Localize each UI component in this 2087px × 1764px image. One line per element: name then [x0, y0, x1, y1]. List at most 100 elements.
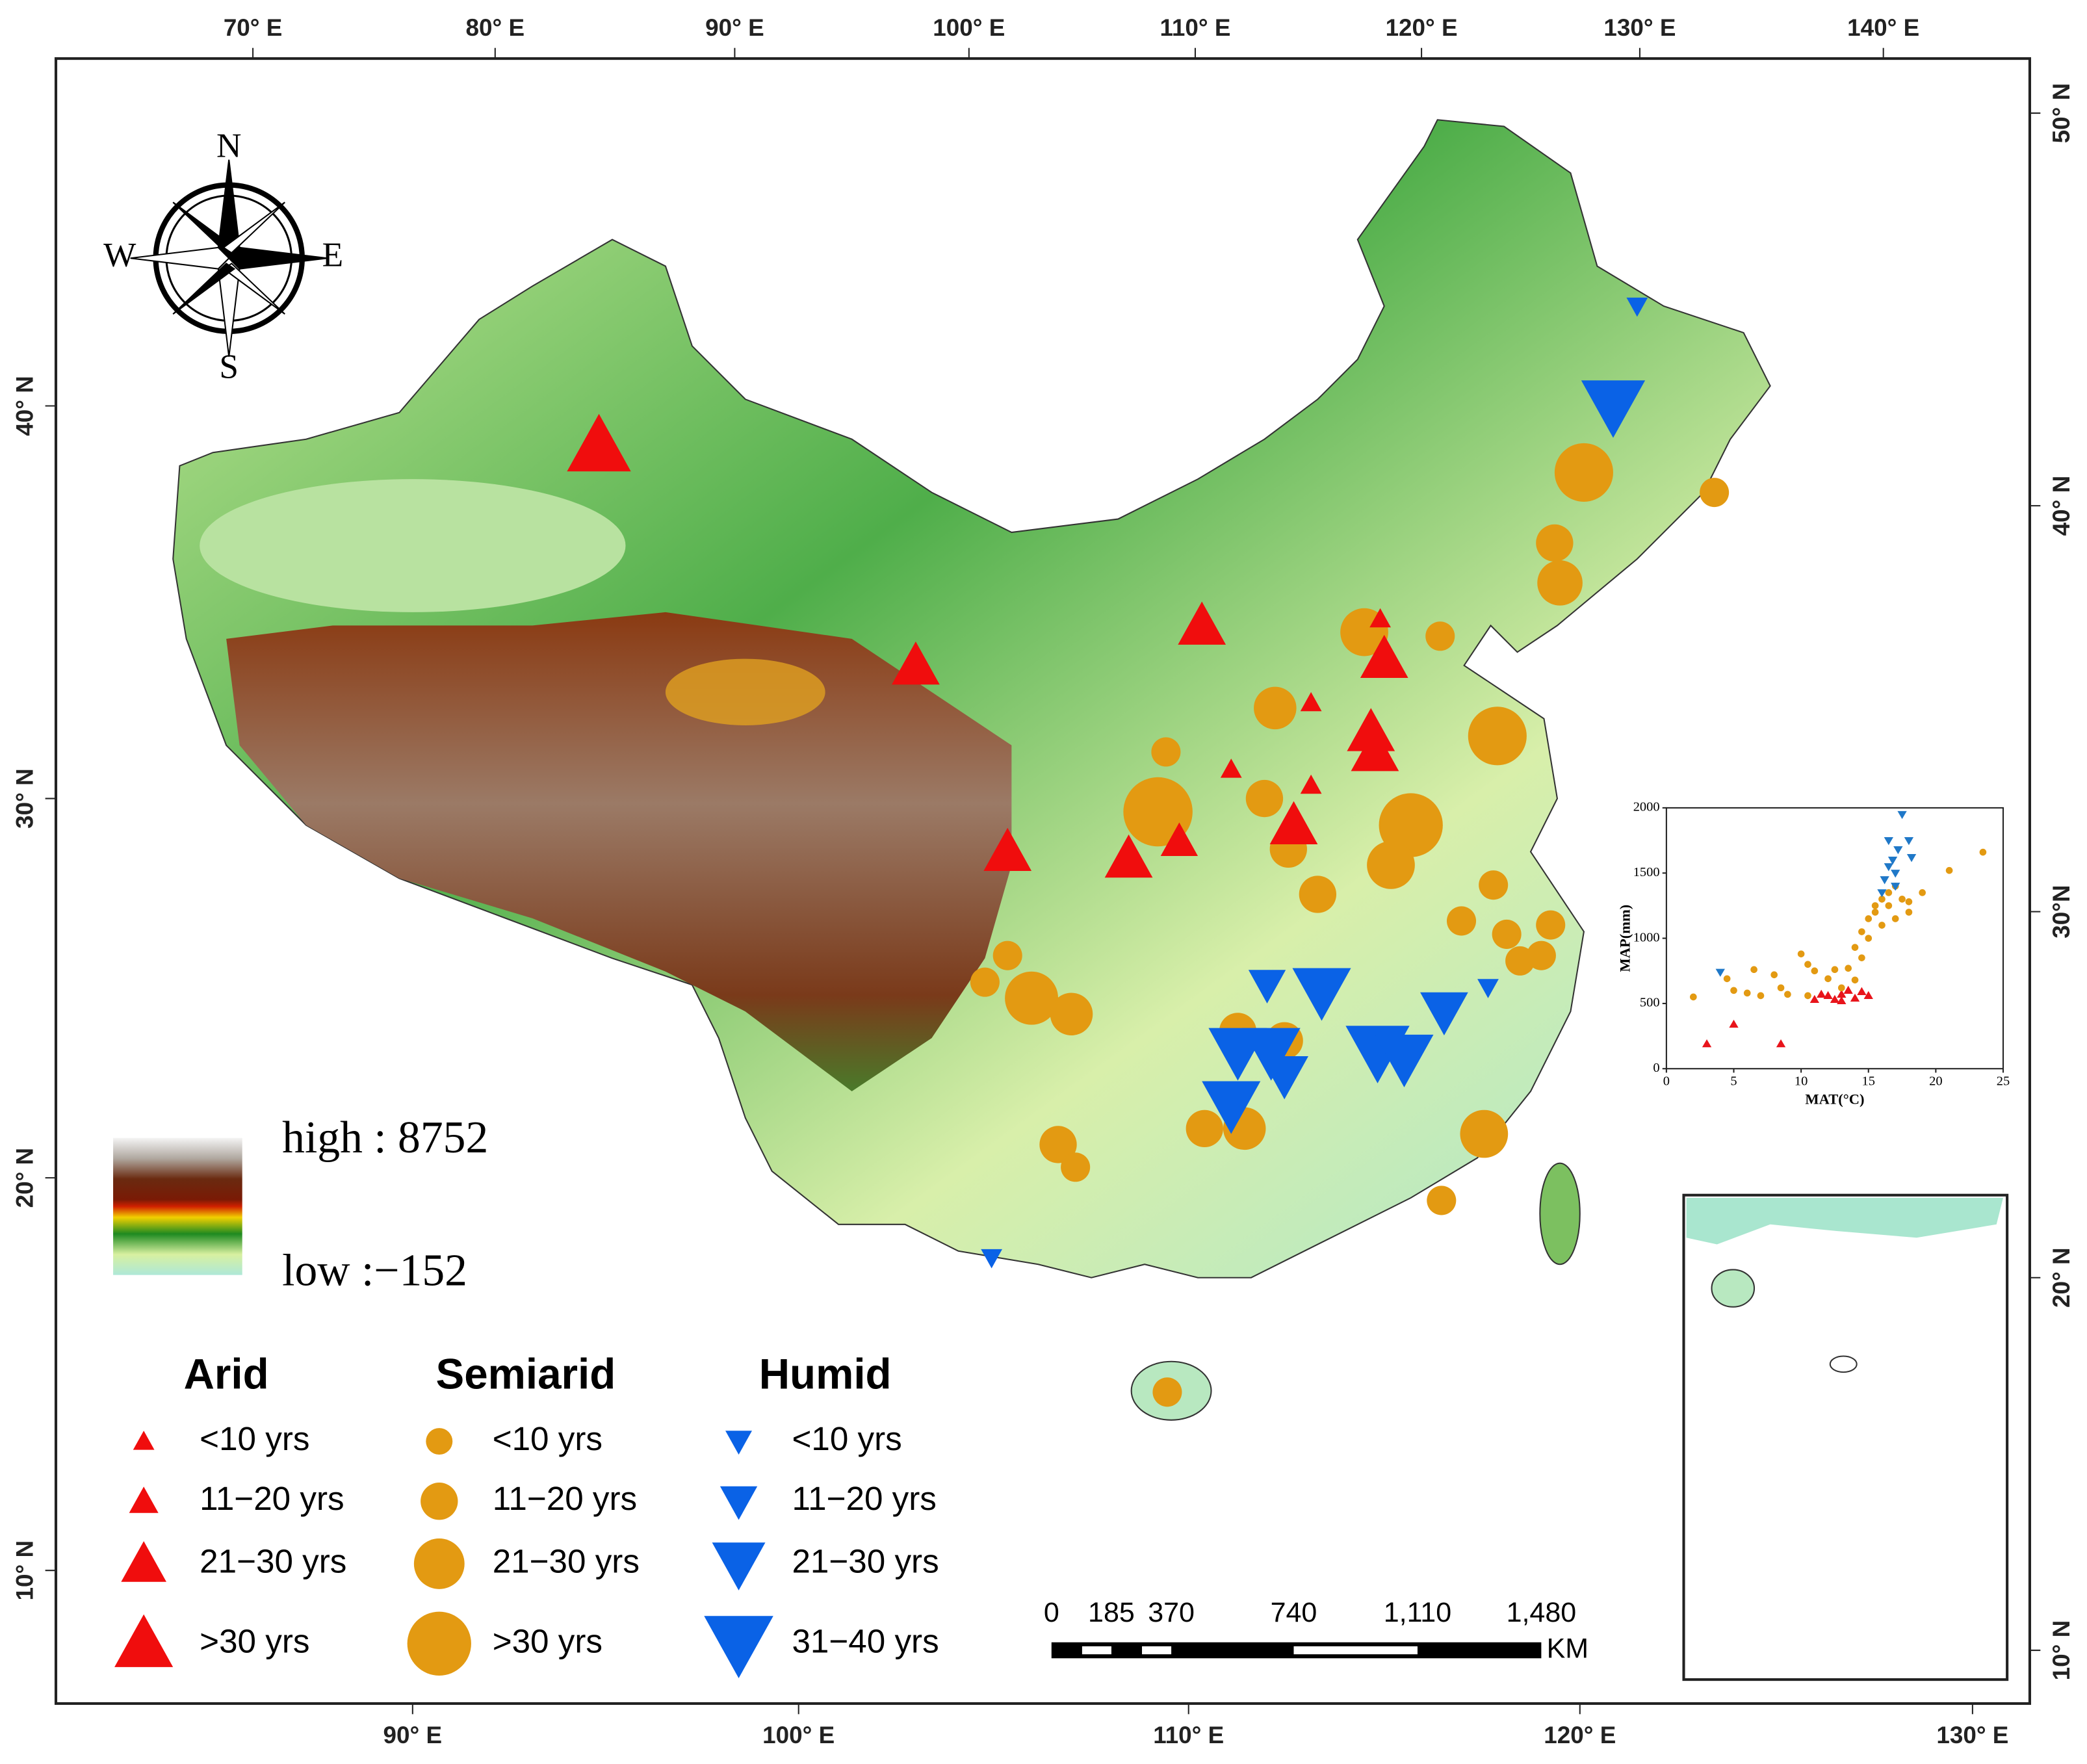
x-tick-label: 25 — [1997, 1074, 2010, 1088]
point — [1880, 876, 1889, 885]
point — [1857, 987, 1867, 995]
lon-label: 100° E — [762, 1722, 835, 1748]
scale-label: 185 — [1088, 1597, 1135, 1628]
legend-symbol — [712, 1542, 766, 1590]
land — [172, 119, 1771, 1278]
legend-symbol — [413, 1538, 465, 1589]
point — [1878, 922, 1886, 929]
site-arid — [983, 827, 1032, 871]
compass-label: E — [322, 235, 344, 274]
point — [1904, 837, 1914, 846]
point — [1702, 1039, 1712, 1048]
point — [1863, 991, 1873, 999]
legend-label: >30 yrs — [493, 1622, 603, 1659]
legend-symbol — [719, 1486, 758, 1520]
legend-label: 21−30 yrs — [493, 1542, 640, 1579]
site-semiarid — [1526, 940, 1556, 970]
site-humid — [1420, 992, 1468, 1036]
point — [1919, 889, 1926, 896]
y-tick-label: 500 — [1640, 996, 1660, 1010]
point — [1730, 987, 1737, 994]
x-tick-label: 10 — [1795, 1074, 1808, 1088]
point — [1891, 870, 1900, 878]
point — [1770, 971, 1778, 979]
point — [1797, 950, 1805, 957]
site-semiarid — [1536, 524, 1574, 562]
point — [1885, 902, 1893, 909]
legend-label: 21−30 yrs — [200, 1542, 346, 1579]
legend-label: 11−20 yrs — [792, 1480, 936, 1517]
basin-highland — [665, 658, 825, 725]
site-arid — [1160, 822, 1199, 857]
legend-symbol — [426, 1428, 453, 1455]
point — [1690, 993, 1697, 1001]
legend-label: >30 yrs — [200, 1622, 309, 1659]
site-humid — [1241, 1028, 1301, 1081]
point — [1837, 989, 1847, 998]
site-semiarid — [1245, 779, 1284, 818]
legend-label: 11−20 yrs — [200, 1480, 344, 1517]
lon-label: 70° E — [224, 14, 283, 41]
point — [1877, 889, 1887, 898]
legend-label: <10 yrs — [792, 1420, 901, 1457]
point — [1945, 866, 1953, 874]
legend-label: 11−20 yrs — [493, 1480, 637, 1517]
point — [1871, 909, 1879, 916]
site-semiarid — [1151, 737, 1181, 767]
site-arid — [1178, 601, 1226, 645]
x-tick-label: 15 — [1862, 1074, 1875, 1088]
scale-label: 0 — [1044, 1597, 1059, 1628]
site-semiarid — [1536, 910, 1566, 940]
legend-symbol — [704, 1616, 773, 1679]
point — [1851, 944, 1859, 951]
point — [1885, 889, 1893, 896]
y-axis-label: MAP(mm) — [1617, 905, 1633, 972]
site-arid — [1347, 708, 1395, 751]
point — [1878, 896, 1886, 903]
point — [1858, 954, 1865, 961]
compass-label: S — [219, 347, 239, 385]
site-semiarid — [1039, 1126, 1077, 1163]
site-semiarid — [1061, 1152, 1091, 1182]
site-semiarid — [1537, 560, 1583, 606]
site-arid — [892, 641, 940, 685]
site-semiarid — [970, 967, 1000, 997]
point — [1871, 902, 1879, 909]
site-semiarid — [1050, 992, 1093, 1036]
inset-plot — [1665, 807, 2004, 1070]
lon-label: 120° E — [1544, 1722, 1616, 1748]
lat-label: 20° N — [12, 1148, 38, 1208]
site-humid — [1292, 968, 1351, 1021]
point — [1837, 996, 1847, 1005]
lon-label: 110° E — [1153, 1722, 1224, 1748]
y-tick-label: 2000 — [1633, 800, 1660, 814]
point — [1865, 935, 1873, 942]
lon-label: 90° E — [383, 1722, 443, 1748]
point — [1887, 857, 1898, 865]
site-semiarid — [1379, 793, 1443, 857]
point — [1858, 928, 1865, 935]
compass-label: W — [103, 235, 136, 274]
lat-label: 50° N — [2048, 83, 2075, 144]
point — [1850, 993, 1860, 1002]
site-humid — [1375, 1034, 1434, 1087]
point — [1905, 898, 1913, 905]
site-humid — [1477, 979, 1499, 998]
scale-label: 1,110 — [1384, 1597, 1451, 1628]
point — [1845, 965, 1852, 972]
point — [1715, 968, 1725, 977]
legend-title: Semiarid — [436, 1351, 616, 1398]
point — [1817, 989, 1826, 998]
point — [1897, 811, 1907, 820]
site-semiarid — [1468, 707, 1527, 766]
x-tick-label: 0 — [1663, 1074, 1670, 1088]
lat-label: 40° N — [2048, 476, 2075, 536]
legend-label: <10 yrs — [200, 1420, 309, 1457]
site-semiarid — [1427, 1186, 1457, 1215]
island — [1539, 1162, 1581, 1265]
site-arid — [1104, 834, 1153, 878]
y-tick-label: 1500 — [1633, 865, 1660, 879]
point — [1979, 848, 1987, 856]
site-humid — [1248, 970, 1286, 1004]
site-semiarid — [1700, 478, 1730, 508]
